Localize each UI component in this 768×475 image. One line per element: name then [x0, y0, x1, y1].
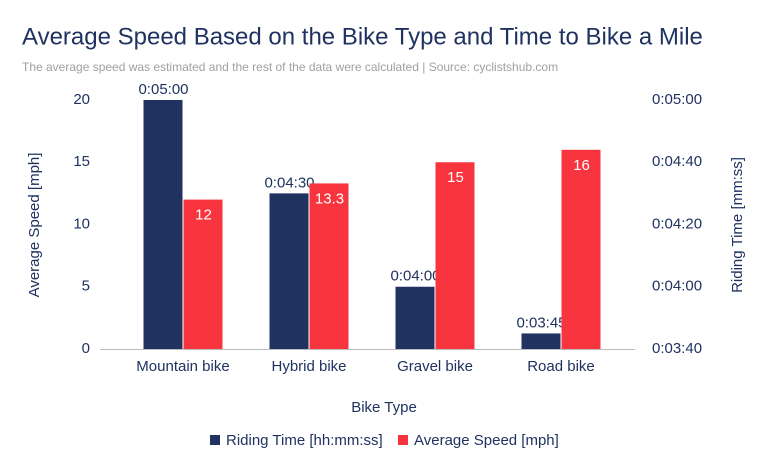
bar — [435, 162, 475, 349]
legend-swatch — [210, 435, 220, 445]
y-tick-label: 10 — [73, 215, 90, 232]
chart-title: Average Speed Based on the Bike Type and… — [22, 23, 703, 50]
data-label: 13.3 — [315, 190, 344, 207]
x-tick-label: Mountain bike — [136, 358, 229, 375]
data-label: 0:04:00 — [390, 268, 440, 285]
legend-swatch — [398, 435, 408, 445]
legend-label: Average Speed [mph] — [414, 432, 559, 449]
x-axis-title: Bike Type — [351, 399, 417, 416]
data-label: 0:03:45 — [516, 314, 566, 331]
y2-tick-label: 0:04:40 — [652, 153, 702, 170]
y-tick-label: 15 — [73, 153, 90, 170]
bar — [309, 183, 349, 349]
data-label: 0:04:30 — [264, 174, 314, 191]
y-tick-label: 5 — [82, 278, 90, 295]
y-tick-label: 0 — [82, 340, 90, 357]
data-label: 15 — [447, 169, 464, 186]
bar — [521, 333, 561, 349]
bar — [395, 286, 435, 349]
y2-tick-label: 0:03:40 — [652, 340, 702, 357]
bar — [269, 193, 309, 349]
x-tick-label: Gravel bike — [397, 358, 473, 375]
y2-tick-label: 0:05:00 — [652, 91, 702, 108]
bar — [561, 149, 601, 349]
x-tick-label: Road bike — [527, 358, 595, 375]
y2-tick-label: 0:04:20 — [652, 215, 702, 232]
data-label: 0:05:00 — [138, 81, 188, 98]
x-tick-label: Hybrid bike — [271, 358, 346, 375]
data-label: 12 — [195, 207, 212, 224]
y2-axis-title: Riding Time [mm:ss] — [729, 157, 746, 293]
bar — [143, 100, 183, 349]
y2-tick-label: 0:04:00 — [652, 278, 702, 295]
chart-subtitle: The average speed was estimated and the … — [22, 60, 558, 74]
y-tick-label: 20 — [73, 91, 90, 108]
bar — [183, 199, 223, 349]
legend-label: Riding Time [hh:mm:ss] — [226, 432, 383, 449]
y-axis-title: Average Speed [mph] — [26, 153, 43, 298]
data-label: 16 — [573, 157, 590, 174]
